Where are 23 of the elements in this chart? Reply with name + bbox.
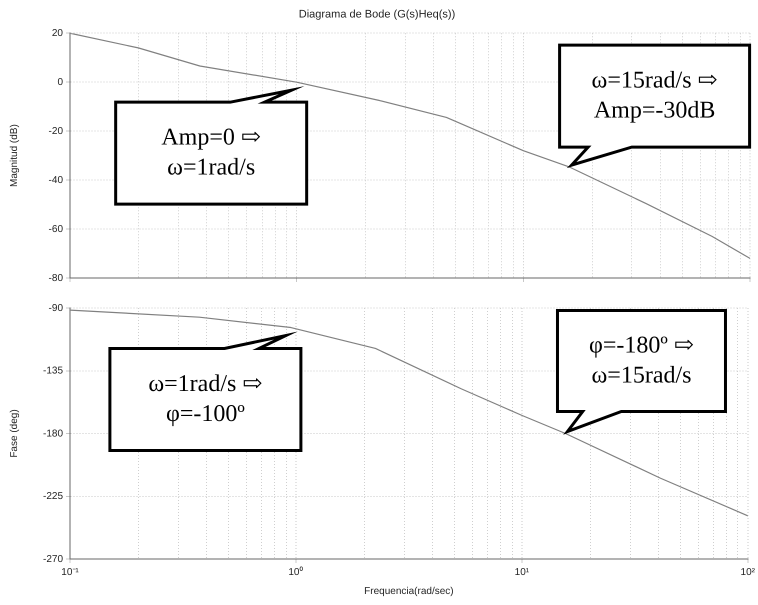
y-axis-title: Magnitud (dB) [8, 124, 20, 188]
chart-title: Diagrama de Bode (G(s)Heq(s)) [298, 8, 456, 21]
annotation: φ=-180º ⇨ ω=15rad/s [589, 332, 694, 388]
annotation: ω=1rad/s ⇨ φ=-100º [148, 370, 262, 427]
y-tick-label: -180 [42, 428, 64, 440]
y-tick-label: 0 [57, 76, 64, 88]
x-tick-label: 10¹ [514, 566, 530, 578]
y-axis-title: Fase (deg) [8, 409, 20, 458]
y-tick-label: -60 [48, 224, 64, 235]
annotation: ω=15rad/s ⇨ Amp=-30dB [592, 67, 718, 124]
x-axis-title: Frequencia(rad/sec) [364, 586, 454, 597]
y-tick-label: -135 [42, 366, 64, 376]
x-tick-label: 10² [740, 566, 756, 578]
y-tick-label: -270 [42, 554, 64, 565]
y-tick-label: -40 [48, 174, 64, 186]
y-tick-label: 20 [52, 28, 64, 39]
y-tick-label: -80 [48, 272, 64, 284]
x-tick-label: 10⁻¹ [61, 566, 80, 578]
y-tick-label: -90 [48, 302, 64, 314]
y-tick-label: -225 [42, 491, 64, 502]
x-tick-label: 10⁰ [288, 566, 304, 578]
annotation: Amp=0 ⇨ ω=1rad/s [161, 124, 261, 180]
y-tick-label: -20 [48, 126, 64, 137]
